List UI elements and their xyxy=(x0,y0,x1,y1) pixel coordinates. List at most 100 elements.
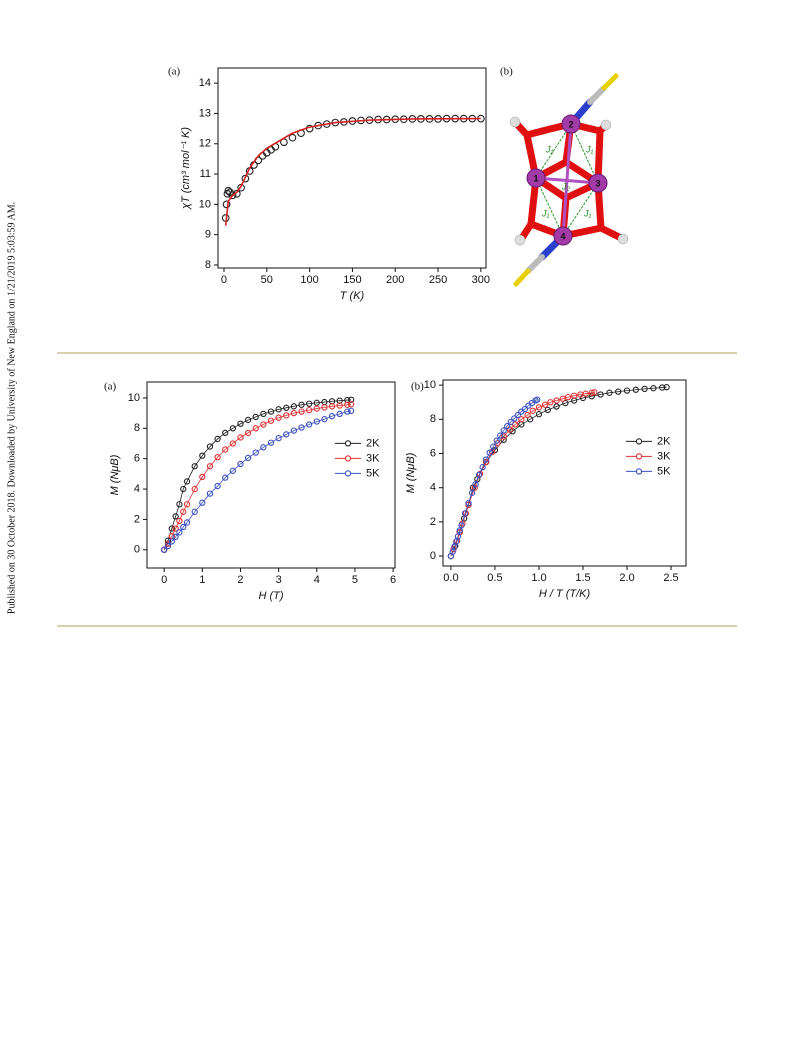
data-point xyxy=(229,440,236,447)
data-point xyxy=(454,533,462,540)
data-point xyxy=(267,439,275,446)
legend-marker xyxy=(635,453,643,460)
coupling-label: J₁ xyxy=(583,208,592,218)
data-point xyxy=(553,397,560,404)
data-point xyxy=(183,501,191,508)
x-axis-label: T (K) xyxy=(340,290,365,302)
data-point xyxy=(606,389,613,396)
y-tick-label: 11 xyxy=(200,168,211,180)
data-point xyxy=(544,406,551,414)
data-point xyxy=(275,435,282,442)
data-point xyxy=(564,393,572,401)
data-point xyxy=(514,411,521,419)
data-point xyxy=(290,427,298,434)
data-point xyxy=(164,542,172,550)
y-tick-label: 6 xyxy=(134,453,140,465)
data-point xyxy=(534,396,541,403)
data-point xyxy=(191,485,198,493)
data-point xyxy=(468,489,476,496)
data-point xyxy=(176,517,183,525)
data-point xyxy=(500,427,507,434)
data-point xyxy=(191,463,198,470)
data-point xyxy=(275,406,282,413)
data-point xyxy=(461,510,469,517)
y-axis-label: M (NμB) xyxy=(109,454,121,495)
data-point xyxy=(535,404,543,411)
data-point xyxy=(214,435,221,443)
data-point xyxy=(479,464,486,471)
data-point xyxy=(328,403,336,410)
sidebar-note: Published on 30 October 2018. Downloaded… xyxy=(6,202,17,614)
data-point xyxy=(267,417,275,424)
x-tick-label: 0.0 xyxy=(443,572,458,584)
data-point xyxy=(347,401,355,408)
legend-label: 3K xyxy=(366,452,380,464)
data-point xyxy=(535,411,543,418)
data-point xyxy=(529,407,536,414)
y-axis-label: χT (cm³ mol⁻¹ K) xyxy=(180,127,192,210)
x-tick-label: 3 xyxy=(276,574,282,586)
data-point xyxy=(486,449,493,456)
data-point xyxy=(183,519,191,526)
coupling-label: J₁ xyxy=(545,144,554,154)
data-point xyxy=(504,423,511,430)
data-point xyxy=(336,410,343,418)
x-axis-label: H / T (T/K) xyxy=(539,588,591,600)
coupling-label: J₁ xyxy=(585,144,594,154)
data-point xyxy=(344,401,351,408)
data-point xyxy=(180,523,187,531)
coupling-label: J₁ xyxy=(541,208,550,218)
data-point xyxy=(650,385,657,392)
y-tick-label: 4 xyxy=(134,483,140,495)
hydrogens xyxy=(509,116,629,246)
x-tick-label: 150 xyxy=(343,274,361,286)
y-tick-label: 6 xyxy=(430,447,436,459)
data-point xyxy=(347,407,355,414)
data-point xyxy=(298,401,305,408)
data-point xyxy=(214,454,221,461)
data-point xyxy=(244,416,252,424)
data-point xyxy=(313,405,320,412)
data-point xyxy=(471,484,478,491)
data-point xyxy=(168,525,175,532)
data-point xyxy=(252,449,259,456)
data-point xyxy=(298,424,305,431)
plot-frame xyxy=(217,67,487,269)
data-point xyxy=(260,421,267,428)
data-point xyxy=(283,404,290,411)
data-point xyxy=(588,389,595,396)
y-tick-label: 10 xyxy=(128,392,140,404)
y-tick-label: 0 xyxy=(430,550,436,562)
data-point xyxy=(476,470,484,478)
y-tick-label: 13 xyxy=(199,107,211,119)
data-point xyxy=(180,508,187,515)
data-point xyxy=(267,408,275,415)
plot-frame xyxy=(146,381,396,569)
data-point xyxy=(663,384,670,391)
data-point xyxy=(641,385,648,393)
data-point xyxy=(465,499,472,507)
data-point xyxy=(214,482,221,490)
data-point xyxy=(328,413,336,420)
data-point xyxy=(252,413,259,421)
data-point xyxy=(172,525,179,532)
data-point xyxy=(482,456,490,463)
data-point xyxy=(260,410,267,418)
data-point xyxy=(237,420,244,427)
data-point xyxy=(493,437,500,444)
x-tick-label: 200 xyxy=(386,274,404,286)
y-tick-label: 12 xyxy=(199,138,211,150)
legend-marker xyxy=(344,470,352,477)
data-point xyxy=(582,390,589,397)
data-point xyxy=(290,409,298,417)
data-point xyxy=(191,508,198,515)
molecule-diagram: (b) xyxy=(500,66,629,287)
x-tick-label: 0.5 xyxy=(487,572,502,584)
data-point xyxy=(298,408,305,415)
panel-label: (b) xyxy=(500,66,513,78)
data-point xyxy=(199,499,206,506)
data-point xyxy=(222,474,229,481)
data-point xyxy=(336,402,343,409)
legend-label: 2K xyxy=(657,435,671,447)
data-point xyxy=(283,431,290,438)
